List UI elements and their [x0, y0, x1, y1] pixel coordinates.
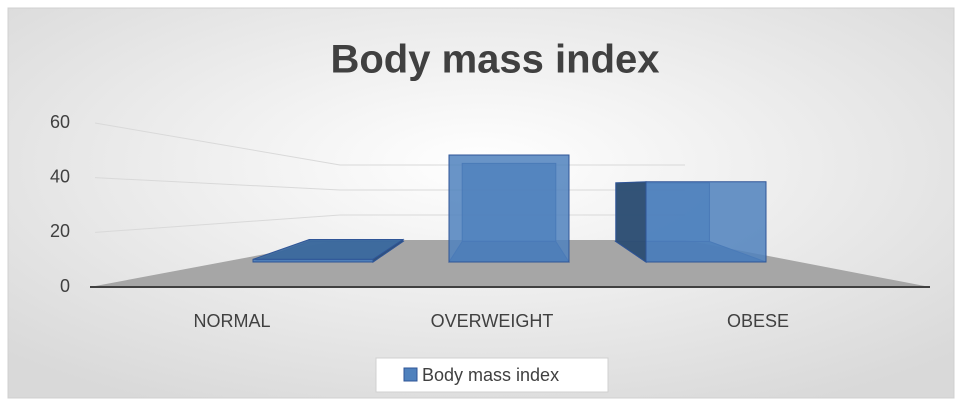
- x-tick-label: OVERWEIGHT: [431, 311, 554, 331]
- legend-label: Body mass index: [422, 365, 559, 385]
- chart-title: Body mass index: [330, 38, 659, 82]
- bar-front: [252, 258, 374, 263]
- legend-swatch: [403, 367, 418, 382]
- y-tick-label: 60: [50, 112, 70, 132]
- y-tick-label: 20: [50, 221, 70, 241]
- x-tick-label: OBESE: [727, 311, 789, 331]
- y-tick-label: 40: [50, 166, 70, 186]
- x-tick-label: NORMAL: [193, 311, 270, 331]
- grid-line: [94, 214, 685, 233]
- grid-line: [94, 122, 685, 166]
- grid-line: [94, 177, 685, 191]
- bar-front: [645, 181, 767, 263]
- y-tick-label: 0: [60, 276, 70, 296]
- bar-front: [448, 154, 570, 263]
